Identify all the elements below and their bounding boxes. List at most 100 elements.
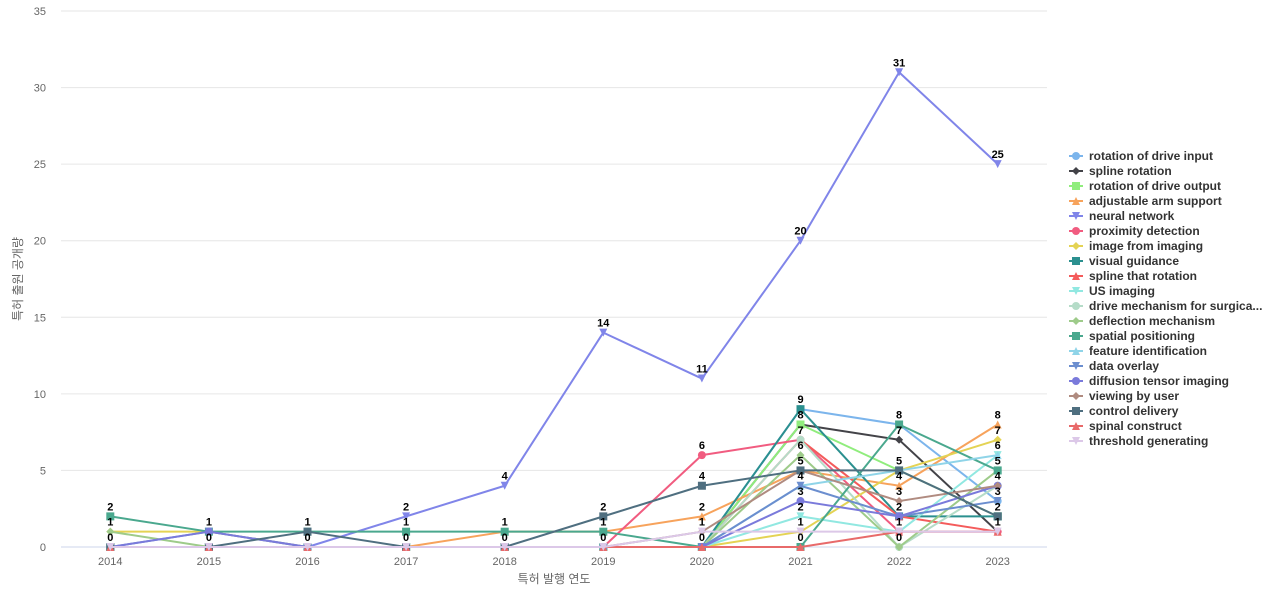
data-point (500, 527, 509, 536)
legend-item-drive-mechanism-for-surgica[interactable]: drive mechanism for surgica... (1069, 299, 1262, 313)
y-tick-label: 35 (34, 6, 46, 18)
data-label: 3 (995, 486, 1001, 498)
data-point (303, 527, 312, 536)
data-point (993, 160, 1002, 169)
legend-marker (1072, 257, 1080, 265)
series-line (110, 530, 998, 548)
x-tick-label: 2016 (295, 556, 319, 568)
data-label: 6 (995, 440, 1001, 452)
legend-label: feature identification (1089, 344, 1207, 358)
data-label: 0 (797, 532, 803, 544)
data-label: 1 (206, 517, 212, 529)
legend-label: drive mechanism for surgica... (1089, 299, 1262, 313)
data-label: 2 (995, 501, 1001, 513)
data-label: 3 (797, 486, 803, 498)
legend-item-deflection-mechanism[interactable]: deflection mechanism (1069, 314, 1215, 328)
data-point (796, 435, 805, 444)
legend-item-data-overlay[interactable]: data overlay (1069, 359, 1159, 373)
data-point (599, 543, 608, 551)
legend-marker (1072, 437, 1080, 445)
data-label: 11 (696, 364, 708, 376)
legend-label: rotation of drive output (1089, 179, 1221, 193)
y-tick-label: 30 (34, 83, 46, 95)
data-point (697, 527, 706, 536)
data-label: 1 (304, 517, 310, 529)
series-rotation-of-drive-input (106, 405, 1002, 551)
legend-item-control-delivery[interactable]: control delivery (1069, 404, 1179, 418)
data-point (796, 497, 805, 506)
legend-marker (1072, 227, 1080, 235)
data-point (500, 543, 509, 551)
series-visual-guidance (106, 405, 1002, 551)
x-tick-label: 2022 (887, 556, 911, 568)
legend-label: spline that rotation (1089, 269, 1197, 283)
legend-item-feature-identification[interactable]: feature identification (1069, 344, 1207, 358)
legend-label: spatial positioning (1089, 329, 1195, 343)
data-label: 4 (699, 471, 706, 483)
data-label: 0 (304, 532, 310, 544)
data-label: 1 (403, 517, 409, 529)
series-image-from-imaging (106, 435, 1002, 551)
y-tick-label: 25 (34, 159, 46, 171)
legend-marker (1072, 167, 1080, 175)
data-point (402, 543, 411, 551)
legend-label: proximity detection (1089, 224, 1200, 238)
legend-marker (1072, 197, 1080, 205)
data-label: 5 (797, 455, 803, 467)
data-label: 7 (896, 425, 902, 437)
y-axis-title: 특허 출원 공개량 (11, 237, 25, 321)
data-label: 4 (896, 471, 903, 483)
data-point (895, 420, 904, 429)
legend-marker (1072, 332, 1080, 340)
legend-item-neural-network[interactable]: neural network (1069, 209, 1175, 223)
y-tick-label: 10 (34, 389, 46, 401)
data-label: 0 (502, 532, 508, 544)
data-point (796, 543, 805, 551)
x-tick-label: 2023 (985, 556, 1009, 568)
legend-marker (1072, 182, 1080, 190)
data-label: 2 (797, 501, 803, 513)
series-threshold-generating (106, 527, 1002, 551)
data-point (106, 543, 115, 551)
axis-layer: 특허 발행 연도 특허 출원 공개량 (11, 237, 590, 586)
legend-item-spinal-construct[interactable]: spinal construct (1069, 419, 1182, 433)
legend-item-threshold-generating[interactable]: threshold generating (1069, 434, 1208, 448)
legend-item-visual-guidance[interactable]: visual guidance (1069, 254, 1179, 268)
legend-item-diffusion-tensor-imaging[interactable]: diffusion tensor imaging (1069, 374, 1229, 388)
series-proximity-detection (106, 435, 1002, 551)
legend-item-rotation-of-drive-input[interactable]: rotation of drive input (1069, 149, 1213, 163)
legend-item-image-from-imaging[interactable]: image from imaging (1069, 239, 1203, 253)
data-point (697, 374, 706, 383)
series-line (110, 423, 999, 548)
legend-item-adjustable-arm-support[interactable]: adjustable arm support (1069, 194, 1222, 208)
legend-item-us-imaging[interactable]: US imaging (1069, 284, 1155, 298)
legend-item-spline-that-rotation[interactable]: spline that rotation (1069, 269, 1197, 283)
data-point (796, 405, 805, 414)
legend-label: spinal construct (1089, 419, 1182, 433)
legend-marker (1072, 272, 1080, 280)
legend-label: rotation of drive input (1089, 149, 1213, 163)
data-point (500, 481, 509, 490)
legend-item-proximity-detection[interactable]: proximity detection (1069, 224, 1200, 238)
legend-item-spline-rotation[interactable]: spline rotation (1069, 164, 1172, 178)
legend-marker (1072, 302, 1080, 310)
series-line (110, 423, 999, 548)
data-label: 8 (896, 409, 902, 421)
data-point (697, 512, 706, 521)
legend-label: threshold generating (1089, 434, 1208, 448)
legend-item-rotation-of-drive-output[interactable]: rotation of drive output (1069, 179, 1221, 193)
y-tick-label: 15 (34, 312, 46, 324)
legend-label: image from imaging (1089, 239, 1203, 253)
series-spline-that-rotation (106, 435, 1002, 551)
data-label: 0 (896, 532, 902, 544)
data-point (993, 527, 1002, 536)
data-label: 31 (893, 57, 905, 69)
data-label: 3 (896, 486, 902, 498)
data-point (796, 451, 805, 460)
legend-item-viewing-by-user[interactable]: viewing by user (1069, 389, 1179, 403)
data-label: 4 (797, 471, 804, 483)
data-label: 20 (794, 226, 806, 238)
legend-item-spatial-positioning[interactable]: spatial positioning (1069, 329, 1195, 343)
